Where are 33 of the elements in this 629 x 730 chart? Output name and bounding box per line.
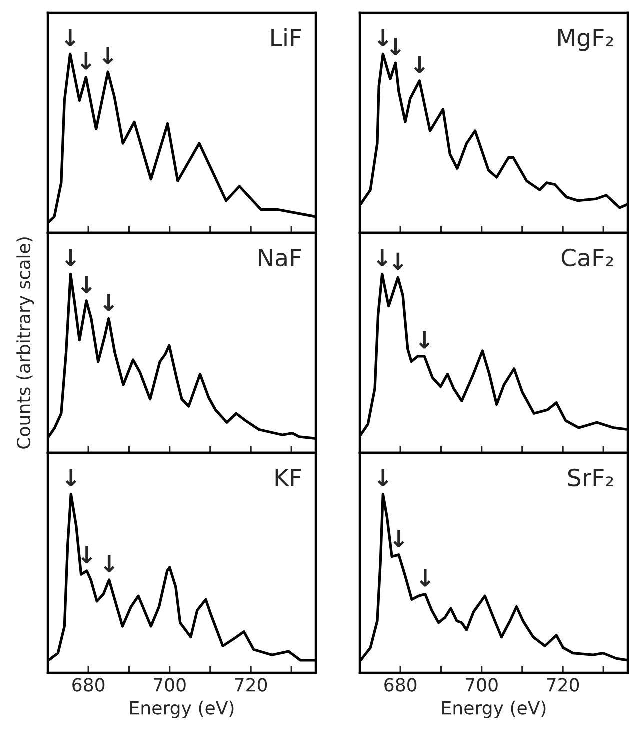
annotation: ↓ (419, 332, 430, 349)
annotation: ↓ (378, 469, 388, 487)
x-tick-label: 680 (72, 678, 105, 692)
annotation: ↓ (65, 29, 76, 47)
annotation: ↓ (66, 469, 76, 487)
annotation: ↓ (392, 252, 404, 270)
annotation: ↓ (82, 546, 92, 564)
annotation: ↓ (102, 47, 114, 64)
chart-title: NaF (259, 249, 302, 267)
chart-title: LiF (272, 28, 302, 46)
x-tick-label: 680 (384, 678, 417, 692)
annotation: ↓ (377, 249, 388, 267)
x-tick-label: 720 (547, 678, 580, 692)
annotation: ↓ (81, 276, 92, 294)
annotation: ↓ (414, 56, 426, 74)
annotation: ↓ (394, 530, 404, 548)
chart-title: SrF₂ (568, 468, 614, 487)
x-tick-label: 700 (466, 678, 498, 692)
annotation: ↓ (390, 38, 402, 56)
x-tick-label: 700 (154, 678, 186, 692)
annotation: ↓ (420, 569, 431, 587)
chart-title: MgF₂ (558, 29, 614, 52)
chart-title: KF (276, 469, 302, 486)
x-axis-title: Energy (eV) (130, 700, 234, 718)
y-axis-title: Counts (arbitrary scale) (16, 238, 34, 449)
x-axis-title: Energy (eV) (442, 700, 546, 718)
annotation: ↓ (65, 249, 76, 267)
chart-title: CaF₂ (562, 248, 614, 267)
annotation: ↓ (378, 29, 388, 47)
annotation: ↓ (104, 294, 114, 312)
x-tick-label: 720 (235, 678, 268, 692)
annotation: ↓ (104, 555, 115, 572)
annotation: ↓ (80, 52, 92, 70)
